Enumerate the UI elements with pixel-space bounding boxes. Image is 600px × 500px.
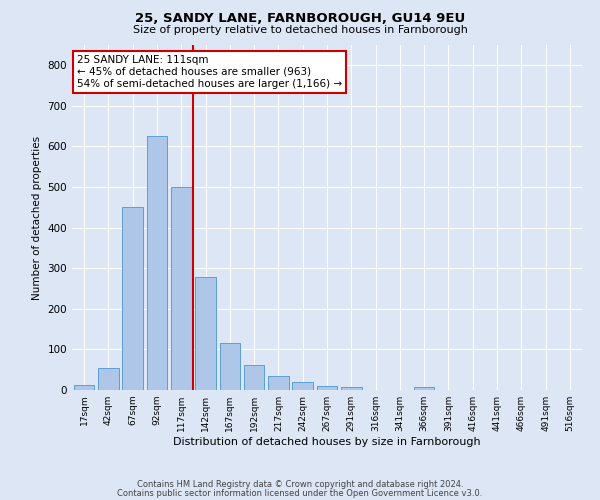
Text: Size of property relative to detached houses in Farnborough: Size of property relative to detached ho… <box>133 25 467 35</box>
Bar <box>414 387 434 390</box>
Bar <box>171 187 191 390</box>
Bar <box>317 386 337 390</box>
Text: 25, SANDY LANE, FARNBOROUGH, GU14 9EU: 25, SANDY LANE, FARNBOROUGH, GU14 9EU <box>135 12 465 26</box>
Bar <box>74 385 94 390</box>
X-axis label: Distribution of detached houses by size in Farnborough: Distribution of detached houses by size … <box>173 437 481 447</box>
Bar <box>122 208 143 390</box>
Text: Contains HM Land Registry data © Crown copyright and database right 2024.: Contains HM Land Registry data © Crown c… <box>137 480 463 489</box>
Bar <box>292 382 313 390</box>
Text: Contains public sector information licensed under the Open Government Licence v3: Contains public sector information licen… <box>118 489 482 498</box>
Bar <box>244 365 265 390</box>
Bar <box>195 277 216 390</box>
Bar <box>98 368 119 390</box>
Y-axis label: Number of detached properties: Number of detached properties <box>32 136 42 300</box>
Text: 25 SANDY LANE: 111sqm
← 45% of detached houses are smaller (963)
54% of semi-det: 25 SANDY LANE: 111sqm ← 45% of detached … <box>77 56 342 88</box>
Bar <box>341 387 362 390</box>
Bar <box>268 376 289 390</box>
Bar <box>146 136 167 390</box>
Bar <box>220 342 240 390</box>
